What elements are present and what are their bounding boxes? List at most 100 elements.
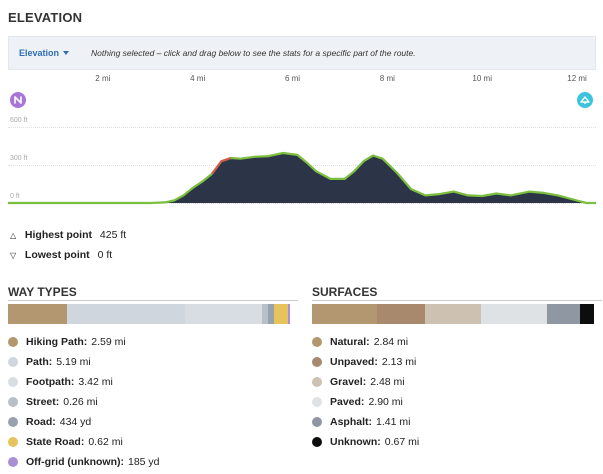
grid-line [8, 127, 596, 128]
way-type-legend-item[interactable]: Path: 5.19 mi [8, 352, 298, 372]
way-type-legend-value: 0.62 mi [88, 436, 123, 448]
way-type-bar-segment[interactable] [8, 304, 67, 324]
surface-legend-item[interactable]: Natural: 2.84 mi [312, 332, 602, 352]
triangle-up-icon: △ [10, 231, 17, 240]
elevation-mode-dropdown[interactable]: Elevation [19, 48, 70, 58]
chevron-down-icon [63, 51, 70, 55]
way-type-legend-value: 2.59 mi [91, 336, 126, 348]
surface-bar-segment[interactable] [425, 304, 482, 324]
elevation-line [8, 151, 596, 205]
mile-tick-label: 8 mi [379, 74, 395, 83]
color-dot-icon [8, 457, 18, 467]
elevation-area [8, 153, 596, 203]
color-dot-icon [312, 337, 322, 347]
surface-legend-item[interactable]: Unpaved: 2.13 mi [312, 352, 602, 372]
color-dot-icon [8, 437, 18, 447]
lowest-point-row: ▽ Lowest point 0 ft [10, 249, 112, 261]
surface-legend-name: Paved: [330, 396, 365, 408]
elevation-chart[interactable]: 2 mi 4 mi 6 mi 8 mi 10 mi 12 mi 600 ft 300 ft 0… [0, 70, 603, 210]
way-type-legend-value: 0.26 mi [63, 396, 98, 408]
highest-point-row: △ Highest point 425 ft [10, 229, 126, 241]
way-type-legend-value: 5.19 mi [56, 356, 91, 368]
surface-legend-item[interactable]: Unknown: 0.67 mi [312, 432, 602, 452]
grid-line [8, 203, 596, 204]
way-type-legend-name: Street: [26, 396, 60, 408]
highest-point-label: Highest point [24, 229, 92, 241]
triangle-down-icon: ▽ [10, 251, 17, 260]
surface-legend-value: 2.90 mi [368, 396, 403, 408]
surface-bar-segment[interactable] [579, 304, 594, 324]
surfaces-legend: Natural: 2.84 mi Unpaved: 2.13 mi Gravel: 2.4… [312, 332, 602, 452]
lowest-point-label: Lowest point [24, 249, 90, 261]
surfaces-section: SURFACES Natural: 2.84 mi Unpaved: 2.13 mi G… [312, 285, 602, 452]
surface-legend-value: 1.41 mi [376, 416, 411, 428]
elevation-profile[interactable] [0, 70, 603, 210]
surface-legend-name: Asphalt: [330, 416, 372, 428]
elevation-tick-label: 600 ft [10, 117, 28, 124]
surface-legend-item[interactable]: Paved: 2.90 mi [312, 392, 602, 412]
color-dot-icon [8, 397, 18, 407]
way-type-legend-item[interactable]: State Road: 0.62 mi [8, 432, 298, 452]
way-type-bar-segment[interactable] [66, 304, 185, 324]
way-type-legend-item[interactable]: Footpath: 3.42 mi [8, 372, 298, 392]
way-type-legend-item[interactable]: Road: 434 yd [8, 412, 298, 432]
way-type-legend-item[interactable]: Street: 0.26 mi [8, 392, 298, 412]
way-type-legend-name: Road: [26, 416, 56, 428]
way-type-legend-item[interactable]: Off-grid (unknown): 185 yd [8, 452, 298, 472]
steep-section-line [211, 157, 232, 175]
surface-legend-item[interactable]: Asphalt: 1.41 mi [312, 412, 602, 432]
way-type-legend-value: 3.42 mi [78, 376, 113, 388]
mile-tick-label: 4 mi [190, 74, 206, 83]
way-types-section: WAY TYPES Hiking Path: 2.59 mi Path: 5.19 m… [8, 285, 298, 472]
way-type-bar-segment[interactable] [184, 304, 263, 324]
color-dot-icon [8, 377, 18, 387]
color-dot-icon [312, 417, 322, 427]
route-start-marker[interactable] [10, 92, 26, 108]
mile-tick-label: 2 mi [95, 74, 111, 83]
surface-bar-segment[interactable] [312, 304, 377, 324]
route-end-marker[interactable] [577, 92, 593, 108]
surface-legend-name: Unpaved: [330, 356, 378, 368]
way-type-legend-name: Hiking Path: [26, 336, 88, 348]
surface-legend-value: 2.84 mi [373, 336, 409, 348]
elevation-tick-label: 0 ft [10, 193, 20, 200]
mile-tick-label: 12 mi [567, 74, 587, 83]
surface-legend-value: 2.48 mi [370, 376, 405, 388]
selection-hint: Nothing selected – click and drag below … [91, 48, 416, 58]
surface-legend-name: Gravel: [330, 376, 367, 388]
lowest-point-value: 0 ft [97, 249, 113, 261]
surface-bar-segment[interactable] [376, 304, 426, 324]
way-type-legend-name: State Road: [26, 436, 85, 448]
color-dot-icon [312, 437, 322, 447]
color-dot-icon [312, 357, 322, 367]
way-type-legend-item[interactable]: Hiking Path: 2.59 mi [8, 332, 298, 352]
way-type-legend-name: Path: [26, 356, 53, 368]
way-type-legend-name: Off-grid (unknown): [26, 456, 124, 468]
surface-bar-segment[interactable] [481, 304, 548, 324]
elevation-title: ELEVATION [8, 10, 83, 25]
color-dot-icon [8, 337, 18, 347]
surface-legend-name: Unknown: [330, 436, 381, 448]
surface-legend-value: 0.67 mi [384, 436, 420, 448]
way-type-bar-segment[interactable] [273, 304, 288, 324]
way-types-legend: Hiking Path: 2.59 mi Path: 5.19 mi Footpath:… [8, 332, 298, 472]
mile-tick-label: 6 mi [284, 74, 301, 83]
color-dot-icon [312, 397, 322, 407]
elevation-toolbar: Elevation Nothing selected – click and d… [8, 36, 596, 70]
mile-tick-label: 10 mi [472, 74, 492, 83]
color-dot-icon [312, 377, 322, 387]
surface-legend-name: Natural: [330, 336, 370, 348]
way-type-bar-segment[interactable] [262, 304, 269, 324]
highest-point-value: 425 ft [99, 229, 127, 241]
way-type-legend-value: 434 yd [59, 416, 92, 428]
surfaces-bar[interactable] [312, 304, 594, 324]
way-types-title: WAY TYPES [8, 285, 298, 301]
way-type-bar-segment[interactable] [287, 304, 290, 324]
color-dot-icon [8, 357, 18, 367]
surface-bar-segment[interactable] [547, 304, 580, 324]
way-type-bar-segment[interactable] [268, 304, 274, 324]
way-type-legend-value: 185 yd [127, 456, 160, 468]
surface-legend-item[interactable]: Gravel: 2.48 mi [312, 372, 602, 392]
color-dot-icon [8, 417, 18, 427]
way-types-bar[interactable] [8, 304, 290, 324]
